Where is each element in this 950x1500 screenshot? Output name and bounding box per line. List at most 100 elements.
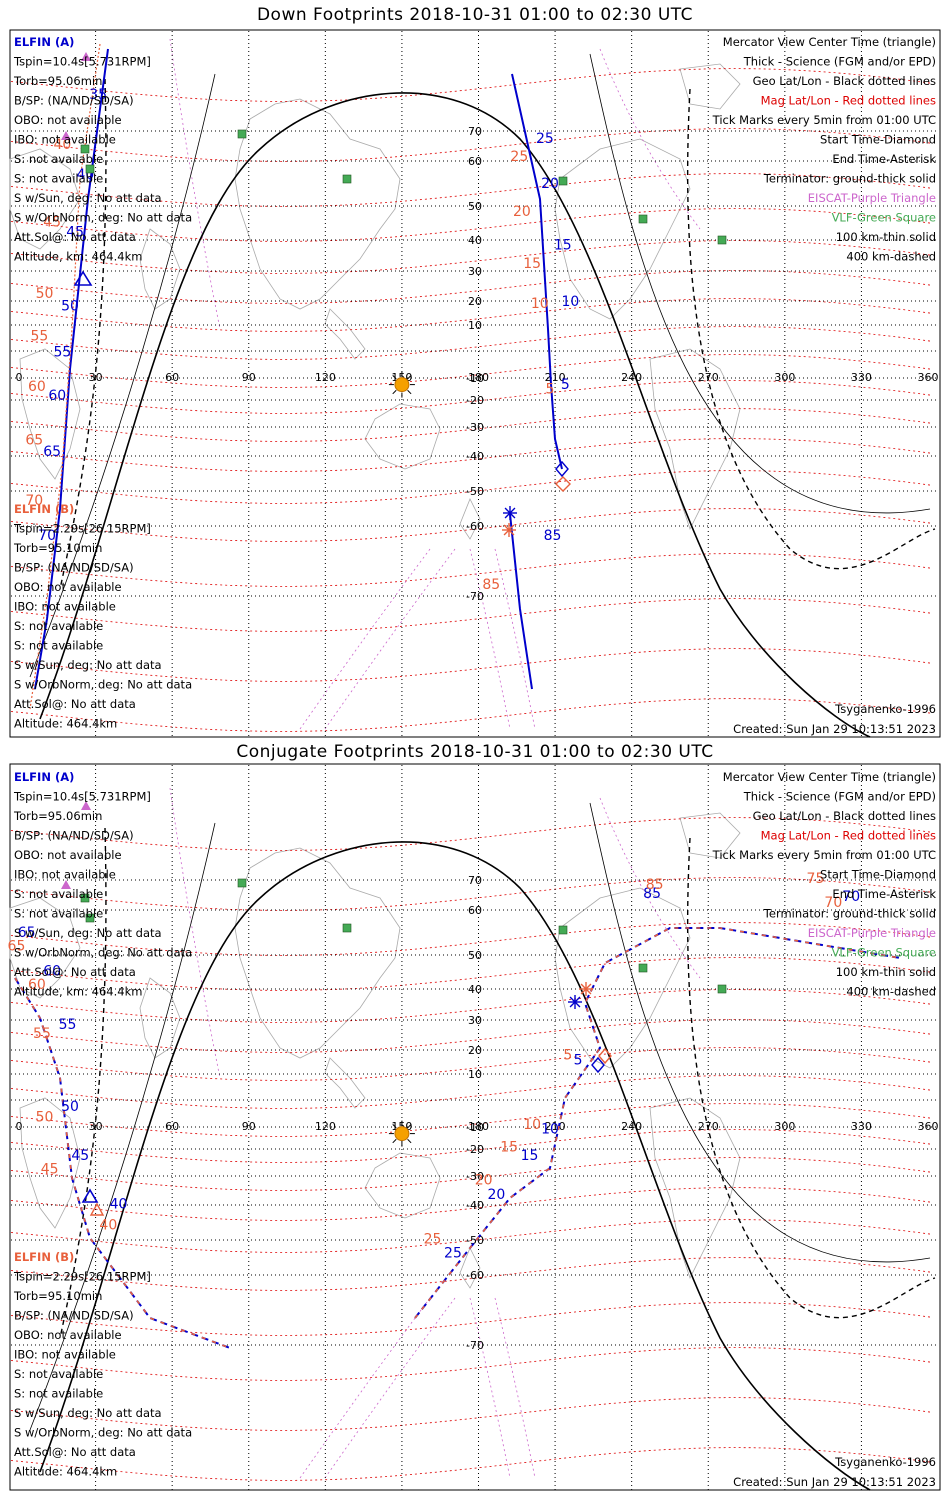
sun-ray-1: [407, 1138, 412, 1144]
legend-line-9: VLF-Green Square: [832, 211, 936, 225]
tick-label-b-14: 70: [25, 493, 43, 509]
line-400km-west: [59, 78, 107, 590]
end-asterisk-a-3: [504, 507, 516, 519]
tick-label-b-25: 75: [807, 871, 825, 887]
lat-label-20: 20: [468, 295, 482, 308]
lat-label--70: -70: [466, 590, 484, 603]
model-label: Tsyganenko-1996: [834, 702, 936, 716]
legend-line-3: Mag Lat/Lon - Red dotted lines: [761, 94, 936, 108]
tick-label-a-17: 15: [554, 237, 572, 253]
lat-label--30: -30: [466, 421, 484, 434]
coastline-5: [554, 887, 691, 1069]
line-400km-east: [687, 88, 936, 570]
tick-label-a-3: 50: [61, 1099, 79, 1115]
sun-icon: [394, 377, 410, 393]
legend-line-1: Thick - Science (FGM and/or EPD): [743, 55, 936, 69]
sun-ray-3: [392, 1138, 397, 1144]
lat-label-50: 50: [468, 949, 482, 962]
elfin-a-line-6: S: not available: [14, 172, 103, 186]
tick-label-b-22: 20: [475, 1173, 493, 1189]
satellite-tracks: [14, 927, 901, 1349]
terminator-ground: [39, 92, 871, 738]
mag-parallel-1: [10, 877, 932, 911]
elfin-a-line-8: S w/OrbNorm, deg: No att data: [14, 946, 192, 960]
mag-parallel-6: [10, 298, 932, 332]
tick-label-a-3: 50: [61, 299, 79, 315]
tick-label-b-23: 15: [523, 256, 541, 272]
tick-label-a-15: 20: [487, 1187, 505, 1203]
tick-label-a-20: 85: [544, 528, 562, 544]
sun-ray-7: [407, 1124, 412, 1129]
mag-parallel-11: [10, 438, 932, 472]
mag-parallel-11: [10, 1187, 932, 1221]
tick-label-a-14: 15: [521, 1148, 539, 1164]
station-markers: [61, 801, 727, 994]
elfin-a-line-3: OBO: not available: [14, 113, 122, 127]
mag-meridian-n1: [599, 48, 701, 230]
lat-label-20: 20: [468, 1044, 482, 1057]
legend-line-4: Tick Marks every 5min from 01:00 UTC: [712, 113, 936, 127]
mag-meridian-n1: [599, 797, 701, 979]
tick-label-a-17: 85: [643, 886, 661, 902]
lon-label-360: 360: [918, 371, 939, 384]
vlf-station-marker-0: [237, 878, 247, 888]
lon-label-90: 90: [242, 1120, 256, 1133]
mag-meridian-e0: [469, 548, 511, 730]
elfin-a-line-9: Att.Sol@: No att data: [14, 230, 136, 244]
elfin-b-line-10: Altitude: 464.4km: [14, 717, 117, 731]
mag-meridian-n0: [169, 38, 221, 330]
created-label: Created: Sun Jan 29 10:13:51 2023: [733, 1475, 936, 1489]
lat-label--60: -60: [466, 1269, 484, 1282]
info-text: ELFIN (A) Tspin=10.4s[5.731RPM] Torb=95.06…: [13, 770, 936, 1489]
station-markers: [61, 52, 727, 245]
model-label: Tsyganenko-1996: [834, 1455, 936, 1469]
geo-grid-layer: [11, 765, 939, 1490]
elfin-b-line-2: B/SP: (NA/ND/SD/SA): [14, 561, 134, 575]
lon-label-180: 180: [468, 1120, 489, 1133]
tick-label-b-7: 60: [28, 977, 46, 993]
mag-grid-layer: [10, 787, 932, 1481]
mag-parallel-2: [10, 173, 932, 207]
mag-parallel-17: [10, 1447, 932, 1481]
lat-label--40: -40: [466, 450, 484, 463]
elfin-b-line-9: Att.Sol@: No att data: [14, 697, 136, 711]
center-triangle-b: [89, 1202, 105, 1216]
mag-parallel-0: [10, 817, 932, 851]
tick-label-b-19: 5: [563, 1048, 572, 1064]
lon-label-120: 120: [315, 1120, 336, 1133]
vlf-station-marker-4: [558, 176, 568, 186]
elfin-b-line-9: Att.Sol@: No att data: [14, 1445, 136, 1459]
eiscat-station-marker-0: [81, 801, 91, 810]
legend-line-3: Mag Lat/Lon - Red dotted lines: [761, 829, 936, 843]
mag-parallel-13: [10, 508, 932, 542]
lon-label-240: 240: [621, 1120, 642, 1133]
coastline-5: [554, 138, 691, 320]
elfin-a-line-4: IBO: not available: [14, 868, 116, 882]
lat-label-60: 60: [468, 904, 482, 917]
vlf-station-marker-5: [638, 963, 648, 973]
tick-label-b-10: 45: [41, 1161, 59, 1177]
legend-line-0: Mercator View Center Time (triangle): [723, 770, 936, 784]
sun-icon: [394, 1126, 410, 1142]
lat-label--10: -10: [466, 1121, 484, 1134]
line-400km-west: [59, 827, 107, 1339]
coastline-7: [679, 812, 741, 859]
end-asterisk-b-3: [580, 983, 592, 995]
coastline-6: [649, 348, 741, 531]
coastline-4: [459, 498, 481, 540]
track-a-south: [509, 513, 533, 690]
start-diamond-b: [598, 1047, 612, 1065]
line-100km-east: [589, 53, 931, 514]
tick-label-b-11: 55: [31, 329, 49, 345]
tick-label-b-23: 25: [424, 1232, 442, 1248]
tick-label-b-26: 70: [824, 895, 842, 911]
lat-label--30: -30: [466, 1170, 484, 1183]
tick-label-b-8: 40: [53, 137, 71, 153]
tick-label-a-6: 65: [43, 444, 61, 460]
lon-label-300: 300: [774, 371, 795, 384]
tick-label-a-19: 5: [561, 377, 570, 393]
elfin-a-line-2: B/SP: (NA/ND/SD/SA): [14, 829, 134, 843]
mag-parallel-7: [10, 1075, 932, 1109]
legend-line-5: Start Time-Diamond: [820, 133, 936, 147]
tick-label-b-21: 15: [500, 1140, 518, 1156]
